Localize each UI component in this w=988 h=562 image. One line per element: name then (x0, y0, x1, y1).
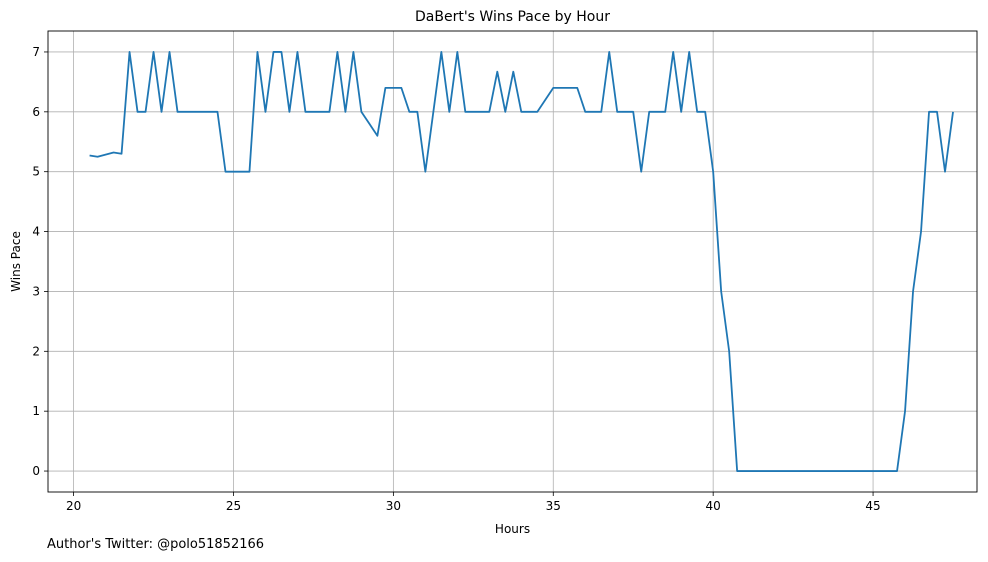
y-tick-label: 7 (32, 45, 40, 59)
y-tick-label: 1 (32, 404, 40, 418)
x-tick-label: 30 (386, 499, 401, 513)
x-tick-label: 45 (865, 499, 880, 513)
x-axis-label: Hours (495, 522, 530, 536)
x-tick-label: 40 (706, 499, 721, 513)
x-tick-label: 25 (226, 499, 241, 513)
y-tick-label: 3 (32, 284, 40, 298)
y-tick-label: 0 (32, 464, 40, 478)
y-tick-label: 2 (32, 344, 40, 358)
y-tick-label: 6 (32, 105, 40, 119)
series-line (89, 51, 954, 472)
chart-title: DaBert's Wins Pace by Hour (415, 9, 610, 25)
x-tick-label: 35 (546, 499, 561, 513)
grid (48, 31, 977, 492)
y-axis-label: Wins Pace (9, 231, 23, 292)
y-tick-label: 4 (32, 225, 40, 239)
x-tick-label: 20 (66, 499, 81, 513)
plot-frame (47, 30, 978, 493)
author-footnote: Author's Twitter: @polo51852166 (47, 537, 265, 552)
y-tick-label: 5 (32, 165, 40, 179)
